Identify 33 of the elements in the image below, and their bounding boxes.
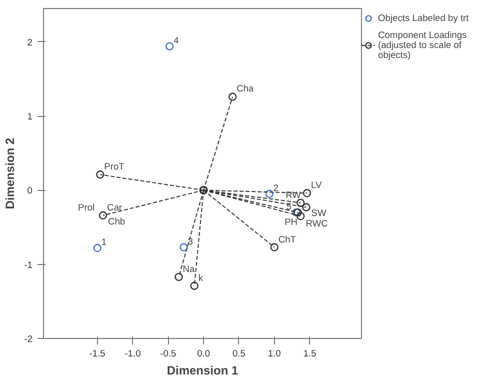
annotation: LV [310,180,322,190]
annotation: 3 [188,236,193,246]
annotation: ProT [104,162,125,172]
y-tick-label: -2 [24,334,33,344]
annotation: 1 [101,237,107,248]
x-tick-label: -1.5 [89,348,106,358]
annotation: Car [106,202,122,212]
y-tick-label: 0 [27,186,33,196]
annotation: 2 [273,182,279,193]
annotation: RWC [306,218,328,228]
annotation: PH [284,217,298,228]
annotation: Prol [78,202,95,212]
annotation: ChT [278,234,296,244]
y-axis-title: Dimension 2 [3,138,18,210]
annotation: Cha [236,84,255,94]
x-axis-title: Dimension 1 [166,364,238,378]
x-tick-label: 1.0 [268,348,281,358]
annotation: SW [311,208,326,218]
annotation: Chb [108,216,126,226]
x-tick-label: -1.0 [124,348,141,358]
legend-label: Objects Labeled by trt [378,13,469,23]
x-tick-label: 1.5 [303,348,316,358]
annotation: 5 [286,201,292,212]
annotation: 4 [174,35,179,46]
annotation: k [198,272,204,283]
x-tick-label: -0.5 [160,348,176,358]
x-tick-label: 0.0 [197,348,210,358]
annotation: Na [182,264,196,274]
y-tick-label: 2 [27,37,33,48]
legend-label: Component Loadings (adjusted to scale of objects) [378,30,467,60]
x-tick-label: 0.5 [232,348,246,358]
y-tick-label: 1 [27,112,33,122]
y-tick-label: -1 [24,260,33,270]
